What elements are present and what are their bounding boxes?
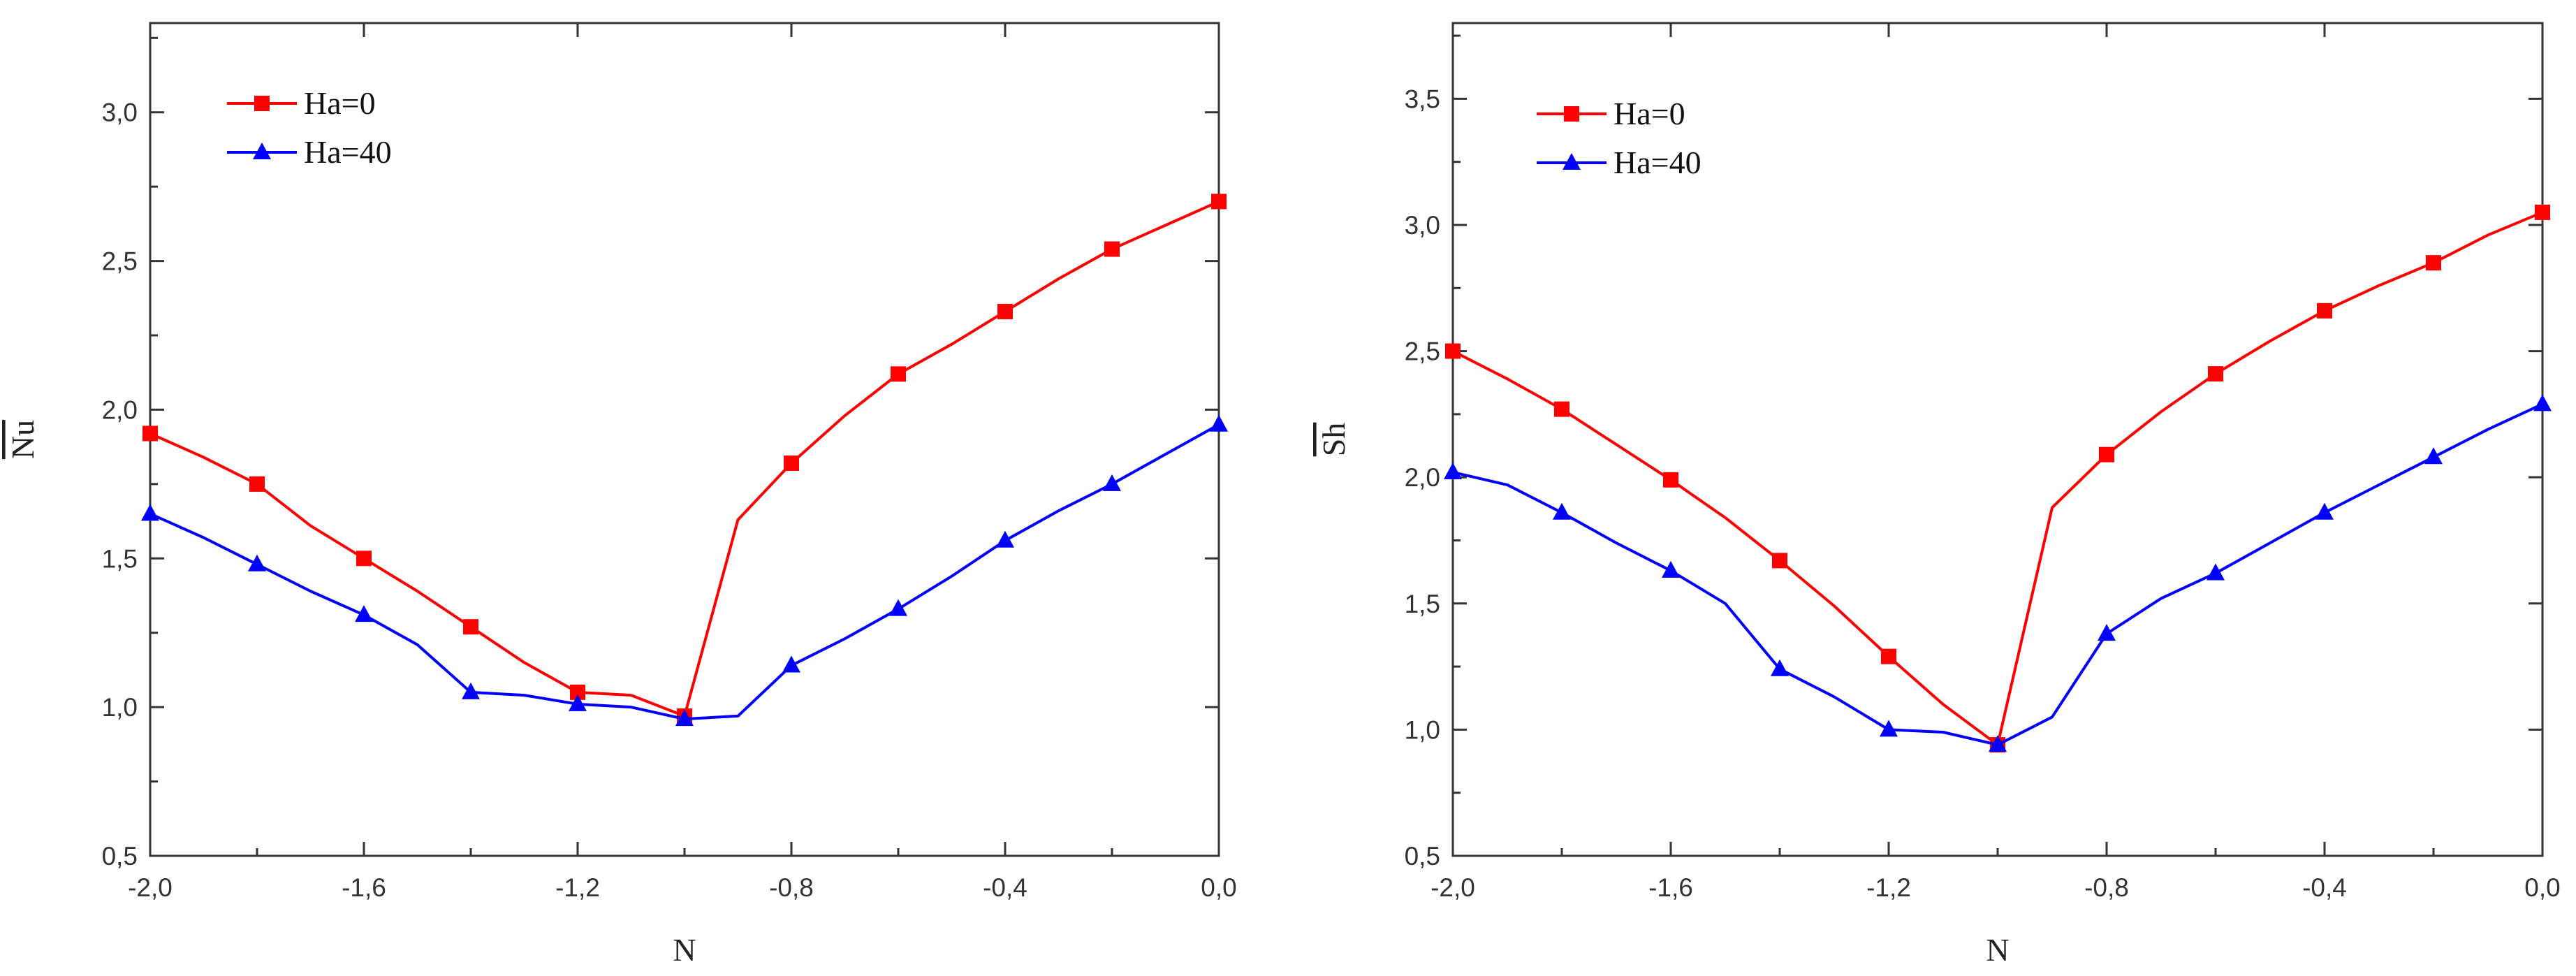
data-point-ha40 (1103, 474, 1121, 491)
x-tick-label: -1,2 (1866, 873, 1911, 902)
y-tick-label: 1,5 (102, 544, 138, 573)
data-point-ha40 (2207, 563, 2225, 581)
y-tick-label: 3,0 (1405, 211, 1440, 240)
y-tick-label: 1,0 (1405, 715, 1440, 744)
legend-label-ha40: Ha=40 (1613, 145, 1702, 180)
data-point-ha40 (2098, 624, 2116, 641)
x-tick-label: -2,0 (128, 873, 173, 902)
y-tick-label: 1,5 (1405, 590, 1440, 618)
data-point-ha40 (996, 530, 1014, 548)
legend-marker-ha0 (254, 96, 270, 111)
legend-marker-ha0 (1564, 106, 1579, 122)
data-point-ha0 (1104, 241, 1120, 257)
data-point-ha40 (2424, 447, 2443, 465)
legend-label-ha0: Ha=0 (304, 85, 376, 121)
legend-label-ha0: Ha=0 (1613, 96, 1685, 131)
chart-sh: -2,0 -1,6 -1,2 -0,8 -0,4 0,0 0,5 1,0 1,5 2,0 2,5 3,… (1316, 22, 2561, 968)
data-point-ha0 (1554, 401, 1569, 417)
data-point-ha40 (675, 709, 694, 727)
data-point-ha40 (782, 655, 800, 673)
data-point-ha40 (1553, 502, 1571, 520)
data-point-ha40 (2533, 394, 2552, 411)
x-axis-title: N (673, 932, 696, 968)
data-point-ha0 (2099, 446, 2114, 462)
chart-nu: -2,0 -1,6 -1,2 -0,8 -0,4 0,0 0,5 1,0 1,5 2,0 2,5 3,… (5, 22, 1237, 968)
data-point-ha0 (997, 303, 1013, 319)
data-point-ha0 (2208, 366, 2223, 382)
x-tick-label: -1,6 (342, 873, 386, 902)
data-point-ha0 (891, 366, 906, 382)
data-point-ha0 (784, 456, 799, 472)
x-tick-label: -1,2 (555, 873, 600, 902)
y-axis-title: Sh (1316, 423, 1352, 457)
data-point-ha40 (1771, 659, 1789, 676)
data-point-ha40 (355, 605, 373, 622)
x-tick-label: 0,0 (2524, 873, 2560, 902)
y-tick-label: 3,5 (1405, 85, 1440, 113)
series-line-ha40 (1452, 402, 2543, 747)
data-point-ha40 (1444, 462, 1462, 479)
series-line-ha40 (149, 423, 1220, 721)
y-tick-label: 2,5 (1405, 337, 1440, 366)
y-tick-label: 0,5 (1405, 842, 1440, 871)
x-tick-label: -0,8 (2084, 873, 2129, 902)
x-tick-label: -2,0 (1430, 873, 1475, 902)
y-axis-title: Nu (5, 420, 41, 459)
data-point-ha40 (569, 694, 587, 711)
data-point-ha0 (249, 476, 265, 492)
legend-label-ha40: Ha=40 (304, 134, 392, 170)
series-line-ha0 (1452, 211, 2543, 747)
x-axis-title: N (1986, 932, 2009, 968)
y-tick-label: 2,5 (102, 247, 138, 276)
data-point-ha40 (141, 504, 159, 521)
data-point-ha0 (2426, 255, 2441, 271)
x-tick-label: 0,0 (1201, 873, 1236, 902)
x-tick-label: -0,4 (983, 873, 1027, 902)
data-point-ha0 (142, 425, 158, 442)
data-point-ha0 (570, 684, 585, 700)
data-point-ha0 (1663, 472, 1678, 488)
legend-marker-ha40 (253, 143, 271, 159)
data-point-ha0 (356, 551, 372, 567)
y-tick-label: 3,0 (102, 99, 138, 127)
data-point-ha40 (1880, 720, 1898, 737)
series-line-ha0 (149, 200, 1220, 718)
x-tick-label: -0,4 (2302, 873, 2347, 902)
y-tick-label: 2,0 (102, 395, 138, 424)
data-point-ha0 (463, 619, 478, 635)
data-point-ha40 (462, 682, 480, 699)
data-point-ha40 (1210, 414, 1228, 432)
data-point-ha40 (2315, 502, 2334, 520)
y-tick-label: 0,5 (102, 842, 138, 871)
data-point-ha0 (1881, 648, 1896, 664)
data-point-ha0 (1211, 194, 1227, 210)
data-point-ha40 (1989, 735, 2007, 752)
data-point-ha0 (1445, 343, 1461, 359)
data-point-ha40 (1662, 560, 1680, 578)
data-point-ha40 (889, 599, 907, 616)
data-point-ha0 (2535, 204, 2550, 220)
x-tick-label: -1,6 (1648, 873, 1693, 902)
y-tick-label: 1,0 (102, 693, 138, 722)
data-point-ha40 (248, 554, 266, 571)
data-point-ha0 (1772, 553, 1787, 569)
x-tick-label: -0,8 (769, 873, 814, 902)
legend-marker-ha40 (1563, 153, 1581, 170)
y-tick-label: 2,0 (1405, 463, 1440, 492)
data-point-ha0 (2317, 303, 2332, 319)
